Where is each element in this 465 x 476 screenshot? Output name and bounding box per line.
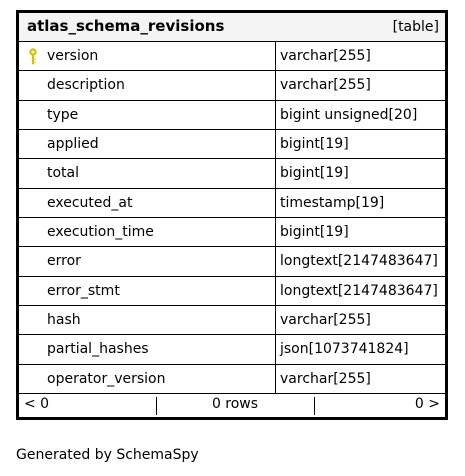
column-name: error xyxy=(47,253,81,270)
generated-by-label: Generated by SchemaSpy xyxy=(16,447,199,463)
column-list: version varchar[255] description varchar… xyxy=(19,42,445,394)
column-name: hash xyxy=(47,311,81,328)
column-divider xyxy=(275,364,276,393)
column-row: error longtext[2147483647] xyxy=(19,247,445,277)
footer-divider xyxy=(314,397,315,415)
column-name: version xyxy=(47,48,99,64)
column-type: varchar[255] xyxy=(280,311,371,328)
column-divider xyxy=(275,217,276,247)
column-type: bigint[19] xyxy=(280,223,349,240)
column-name: execution_time xyxy=(47,223,154,240)
table-name: atlas_schema_revisions xyxy=(27,17,225,35)
column-row: operator_version varchar[255] xyxy=(19,364,445,394)
column-divider xyxy=(275,247,276,276)
column-type: varchar[255] xyxy=(280,48,371,64)
column-name: type xyxy=(47,106,79,123)
children-count: 0 > xyxy=(414,396,440,412)
column-type: bigint[19] xyxy=(280,135,349,152)
column-row: description varchar[255] xyxy=(19,71,445,101)
column-name: partial_hashes xyxy=(47,341,149,358)
column-row: total bigint[19] xyxy=(19,159,445,189)
table-node: atlas_schema_revisions [table] version v… xyxy=(16,10,448,420)
column-divider xyxy=(275,129,276,159)
column-divider xyxy=(275,159,276,188)
column-name: total xyxy=(47,165,80,182)
column-divider xyxy=(275,100,276,129)
column-row: executed_at timestamp[19] xyxy=(19,188,445,218)
column-row: hash varchar[255] xyxy=(19,305,445,336)
primary-key-icon xyxy=(29,48,37,65)
column-type: timestamp[19] xyxy=(280,194,385,211)
column-name: description xyxy=(47,77,125,94)
table-kind: [table] xyxy=(392,19,439,35)
column-name: error_stmt xyxy=(47,282,120,299)
column-row: partial_hashes json[1073741824] xyxy=(19,335,445,365)
column-row: applied bigint[19] xyxy=(19,129,445,160)
column-type: bigint[19] xyxy=(280,165,349,182)
column-divider xyxy=(275,71,276,100)
column-type: longtext[2147483647] xyxy=(280,282,438,299)
footer-divider xyxy=(156,397,157,415)
column-divider xyxy=(275,42,276,71)
parents-count: < 0 xyxy=(24,396,50,412)
table-footer: < 0 0 rows 0 > xyxy=(19,394,445,417)
column-row: error_stmt longtext[2147483647] xyxy=(19,276,445,306)
column-type: bigint unsigned[20] xyxy=(280,106,418,123)
column-divider xyxy=(275,305,276,335)
column-divider xyxy=(275,335,276,364)
column-name: operator_version xyxy=(47,370,166,387)
column-row: execution_time bigint[19] xyxy=(19,217,445,248)
column-type: varchar[255] xyxy=(280,77,371,94)
column-type: longtext[2147483647] xyxy=(280,253,438,270)
row-count: 0 rows xyxy=(211,396,259,412)
column-divider xyxy=(275,188,276,217)
column-type: varchar[255] xyxy=(280,370,371,387)
column-type: json[1073741824] xyxy=(280,341,409,358)
column-row: version varchar[255] xyxy=(19,42,445,72)
column-divider xyxy=(275,276,276,305)
column-name: applied xyxy=(47,135,99,152)
table-header: atlas_schema_revisions [table] xyxy=(19,13,445,42)
column-row: type bigint unsigned[20] xyxy=(19,100,445,130)
column-name: executed_at xyxy=(47,194,133,211)
